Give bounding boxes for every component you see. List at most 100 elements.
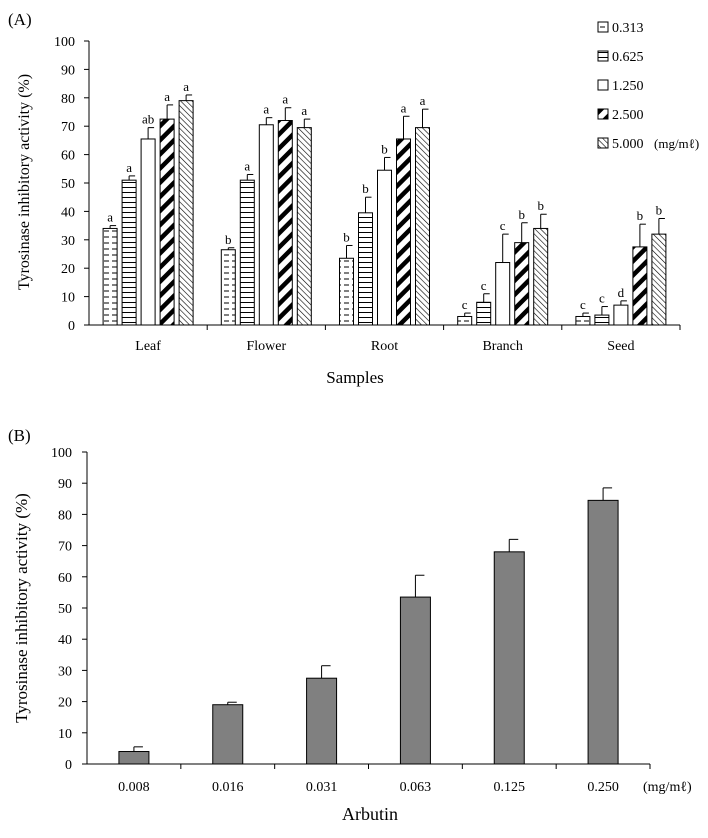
chart-a-significance-label: a [420,93,426,108]
chart-a-significance-label: b [225,232,232,247]
chart-b-y-axis-label: Tyrosinase inhibitory activity (%) [12,493,31,723]
chart-a-legend-label: 5.000 [612,137,644,152]
chart-b-bar [212,704,244,765]
chart-b-y-tick-label: 70 [58,540,72,555]
chart-a-x-tick-label: Flower [246,339,286,354]
chart-a-bar [651,233,667,326]
chart-a-legend-swatch [597,79,609,91]
chart-a-bar [533,227,549,326]
chart-b-x-tick-label: 0.008 [118,780,150,795]
chart-a-x-tick-label: Leaf [135,339,161,354]
chart-a-bar [575,315,591,326]
chart-a-significance-label: a [301,103,307,118]
chart-a-bar [277,120,293,326]
chart-a-legend-label: 2.500 [612,108,644,123]
chart-b-x-tick-label: 0.125 [494,780,526,795]
chart-a-x-axis-label: Samples [326,368,384,387]
chart-a-significance-label: b [637,208,644,223]
chart-a-legend-swatch [597,21,609,33]
chart-a-significance-label: c [500,218,506,233]
chart-a-significance-label: c [481,278,487,293]
chart-a-y-tick-label: 50 [61,177,75,192]
chart-b-y-tick-label: 100 [51,446,72,461]
chart-a-significance-label: b [381,141,388,156]
chart-a-bar [495,262,511,326]
chart-a-bar [296,127,312,326]
chart-a-bar [514,242,530,326]
chart-a-significance-label: a [282,92,288,107]
chart-b-x-tick-label: 0.031 [306,780,338,795]
chart-a-bar [476,301,492,326]
chart-a-significance-label: b [656,203,663,218]
chart-a-y-tick-label: 80 [61,92,75,107]
chart-a-significance-label: a [401,100,407,115]
chart-a-bar [239,179,255,326]
chart-a-legend-unit: (mg/mℓ) [654,136,699,151]
chart-a-bar [457,315,473,326]
chart-b-y-tick-label: 60 [58,571,72,586]
chart-a-bar [377,169,392,326]
chart-b-x-unit: (mg/mℓ) [643,780,692,795]
chart-a-significance-label: b [537,198,544,213]
chart-a-bar [178,100,194,326]
chart-b-x-axis-label: Arbutin [342,804,398,824]
chart-b-bar [587,499,619,765]
chart-b-y-tick-label: 90 [58,477,72,492]
chart-a-y-tick-label: 20 [61,262,75,277]
chart-a-significance-label: c [580,297,586,312]
chart-a-y-tick-label: 60 [61,149,75,164]
chart-b-bar [118,751,150,765]
chart-a-legend-swatch [597,108,609,120]
chart-a-significance-label: a [164,89,170,104]
chart-a-significance-label: c [462,297,468,312]
panel-b-label: (B) [8,426,31,445]
chart-a-y-tick-label: 100 [54,35,75,50]
chart-a-significance-label: a [183,79,189,94]
chart-a-bar [121,179,137,326]
chart-a-bar [220,249,236,326]
chart-a-bar [159,118,175,326]
chart-a-bar [358,212,373,326]
chart-a-bar [258,124,274,326]
chart-b-bar [306,677,338,765]
chart-b-bar [399,596,431,765]
chart-b-y-tick-label: 50 [58,602,72,617]
chart-b-y-tick-label: 30 [58,664,72,679]
panel-a-label: (A) [8,10,32,29]
chart-a-y-tick-label: 70 [61,120,75,135]
chart-a-significance-label: a [244,158,250,173]
chart-b-x-tick-label: 0.063 [400,780,432,795]
chart-a-bar [613,304,629,326]
chart-a-bar [632,246,648,326]
chart-b-x-tick-label: 0.016 [212,780,244,795]
chart-a-significance-label: c [599,291,605,306]
chart-b-x-tick-label: 0.250 [587,780,619,795]
chart-a-bar [415,127,430,326]
chart-a-bar [594,314,610,326]
chart-a-x-tick-label: Root [371,339,398,354]
chart-a-bar [140,138,156,326]
chart-a-significance-label: b [362,181,369,196]
chart-a-y-tick-label: 30 [61,234,75,249]
chart-a-bar [339,257,354,326]
chart-b-y-tick-label: 0 [65,758,72,773]
chart-a-legend-swatch [597,50,609,62]
chart-b-y-tick-label: 40 [58,633,72,648]
chart-a-legend-label: 1.250 [612,79,644,94]
chart-a-x-tick-label: Branch [482,339,522,354]
chart-a-significance-label: ab [142,112,154,127]
chart-a-significance-label: b [518,207,525,222]
chart-a: 0102030405060708090100LeafaaabaaFlowerba… [54,21,699,354]
chart-a-legend-label: 0.625 [612,50,644,65]
chart-a-y-tick-label: 90 [61,63,75,78]
chart-b-bar [493,551,525,765]
chart-a-significance-label: a [126,160,132,175]
chart-a-legend-label: 0.313 [612,21,644,36]
chart-b-y-tick-label: 80 [58,508,72,523]
chart-b-y-tick-label: 20 [58,696,72,711]
chart-a-y-tick-label: 10 [61,291,75,306]
chart-a-y-tick-label: 0 [68,319,75,334]
chart-b: 0 10 20 30 40 50 60 70 80 90 100 0.008 0.016 0.031 0.0… [51,446,651,795]
chart-a-y-tick-label: 40 [61,205,75,220]
